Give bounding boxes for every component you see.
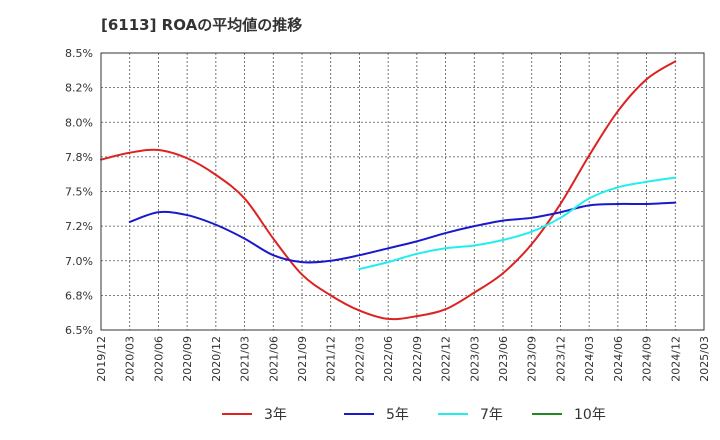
legend-label: 7年 xyxy=(480,407,503,423)
y-axis-ticks: 8.5% 8.2% 8.0% 7.8% 7.5% 7.2% 7.0% 6.8% 6.5% xyxy=(65,47,93,337)
series-line-3年 xyxy=(100,60,677,321)
x-tick-label: 2023/12 xyxy=(554,336,567,382)
x-tick-label: 2024/09 xyxy=(641,336,654,382)
x-tick-label: 2021/09 xyxy=(296,336,309,382)
y-tick-label: 8.0% xyxy=(65,116,93,129)
x-tick-label: 2022/09 xyxy=(411,336,424,382)
x-tick-label: 2021/06 xyxy=(267,336,280,382)
x-tick-label: 2024/03 xyxy=(583,336,596,382)
legend-label: 3年 xyxy=(264,407,287,423)
x-tick-label: 2020/09 xyxy=(181,336,194,382)
series-lines xyxy=(100,60,677,321)
legend-label: 5年 xyxy=(386,407,409,423)
x-tick-label: 2023/09 xyxy=(526,336,539,382)
legend: 3年 5年 7年 10年 xyxy=(222,407,606,423)
y-tick-label: 7.2% xyxy=(65,220,93,233)
x-tick-label: 2020/06 xyxy=(152,336,165,382)
chart-title: [6113] ROAの平均値の推移 xyxy=(101,16,302,34)
y-tick-label: 7.0% xyxy=(65,255,93,268)
x-tick-label: 2021/12 xyxy=(325,336,338,382)
plot-area xyxy=(100,52,705,331)
x-tick-label: 2024/12 xyxy=(669,336,682,382)
series-line-7年 xyxy=(358,176,677,271)
y-tick-label: 8.5% xyxy=(65,47,93,60)
x-tick-label: 2020/03 xyxy=(124,336,137,382)
x-tick-label: 2022/03 xyxy=(353,336,366,382)
x-tick-label: 2020/12 xyxy=(210,336,223,382)
series-line-5年 xyxy=(128,201,677,264)
x-tick-label: 2023/03 xyxy=(468,336,481,382)
x-tick-label: 2025/03 xyxy=(698,336,711,382)
legend-label: 10年 xyxy=(574,407,606,423)
x-tick-label: 2022/12 xyxy=(440,336,453,382)
y-tick-label: 7.5% xyxy=(65,186,93,199)
x-tick-label: 2021/03 xyxy=(239,336,252,382)
y-tick-label: 6.5% xyxy=(65,324,93,337)
x-tick-label: 2024/06 xyxy=(612,336,625,382)
y-tick-label: 6.8% xyxy=(65,289,93,302)
grid-lines xyxy=(101,53,704,330)
y-tick-label: 7.8% xyxy=(65,151,93,164)
x-axis-ticks: 2019/12 2020/03 2020/06 2020/09 2020/12 2021/… xyxy=(95,336,711,382)
y-tick-label: 8.2% xyxy=(65,82,93,95)
x-tick-label: 2019/12 xyxy=(95,336,108,382)
x-tick-label: 2023/06 xyxy=(497,336,510,382)
x-tick-label: 2022/06 xyxy=(382,336,395,382)
